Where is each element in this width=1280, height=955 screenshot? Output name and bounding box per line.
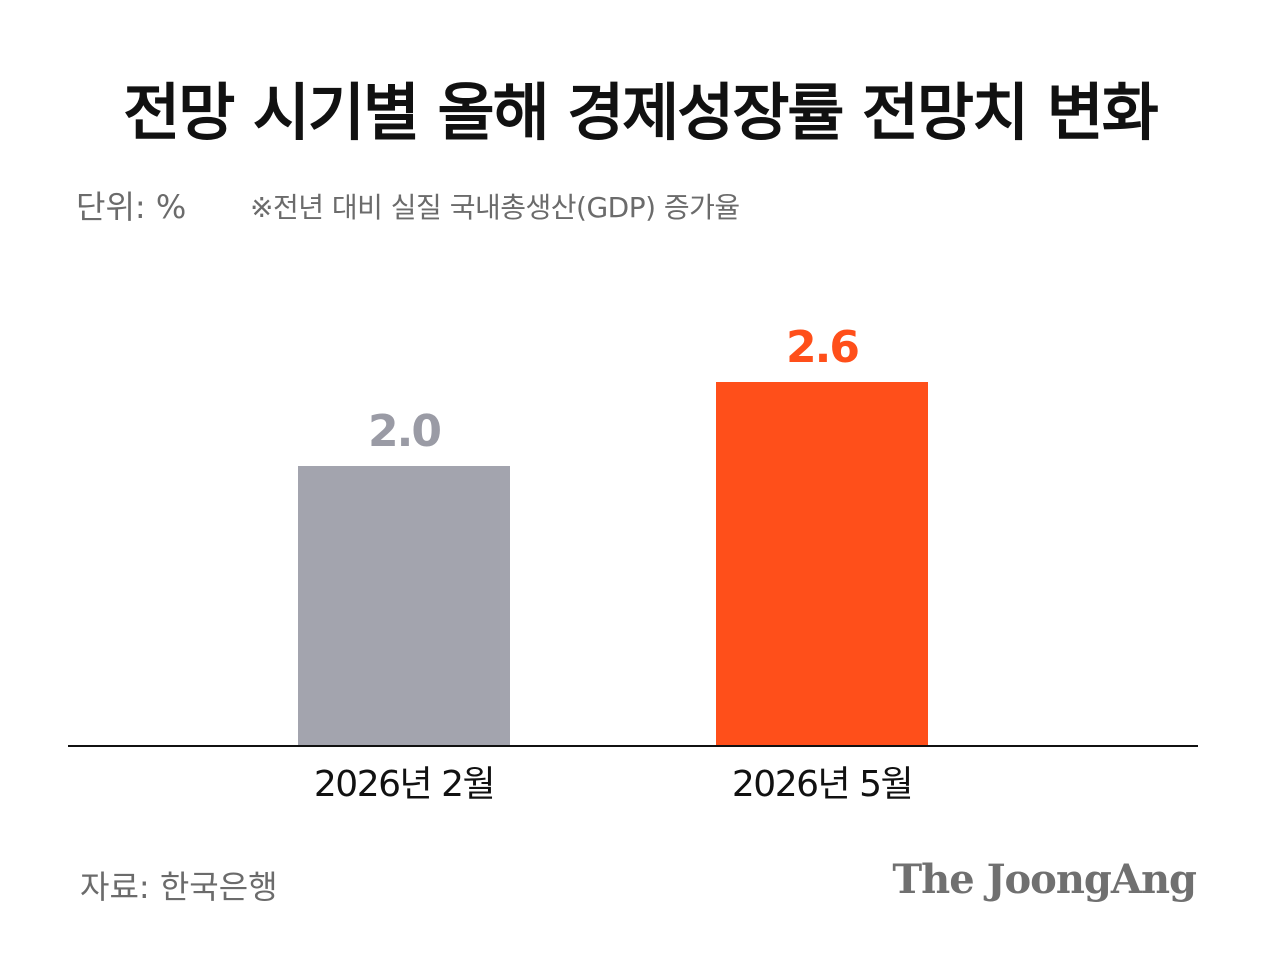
data-label-1: 2.0 (368, 406, 440, 457)
data-label-2: 2.6 (786, 322, 858, 373)
brand-logo: The JoongAng (892, 856, 1197, 903)
bar-1 (298, 466, 510, 746)
x-tick-label-2: 2026년 5월 (732, 764, 912, 805)
source-label: 자료: 한국은행 (80, 868, 278, 906)
unit-label: 단위: % (76, 188, 187, 226)
bar-2 (716, 382, 928, 746)
chart-note: ※전년 대비 실질 국내총생산(GDP) 증가율 (250, 191, 740, 224)
x-tick-label-1: 2026년 2월 (314, 764, 494, 805)
chart-title: 전망 시기별 올해 경제성장률 전망치 변화 (123, 76, 1159, 149)
